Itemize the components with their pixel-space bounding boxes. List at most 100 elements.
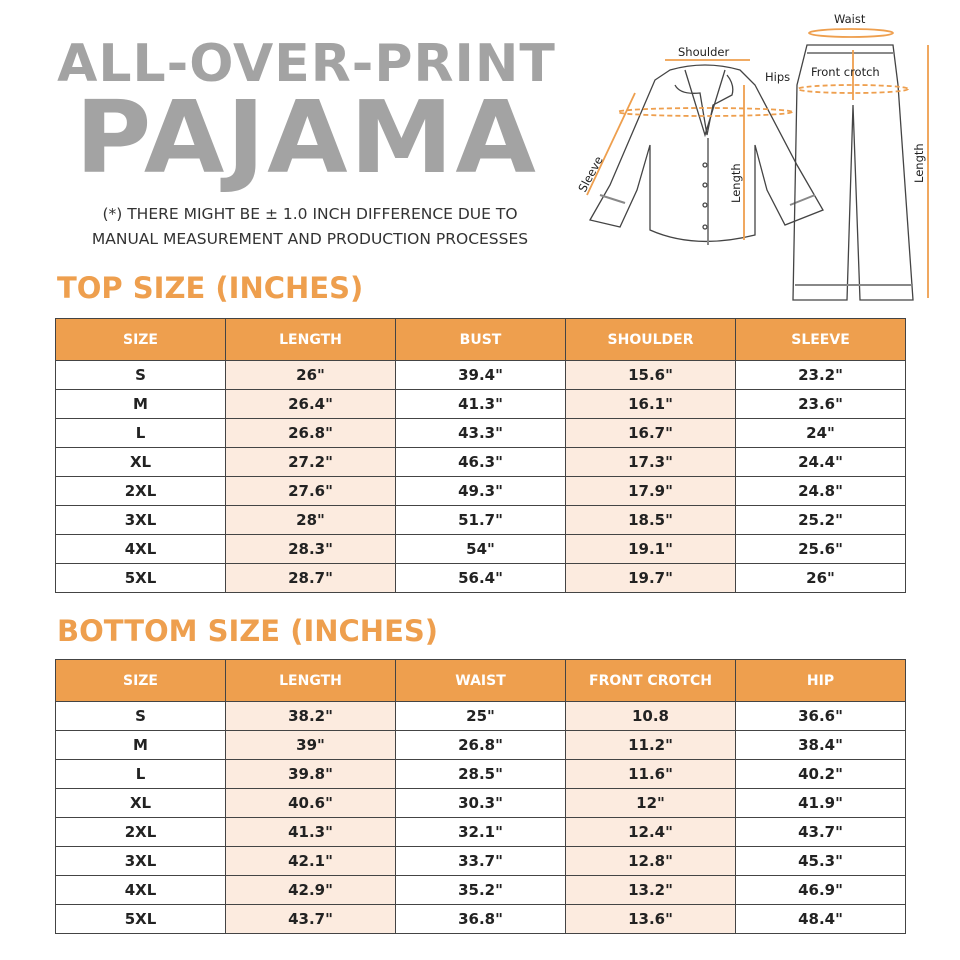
waist-label: Waist: [834, 12, 866, 26]
table-row: 3XL 28" 51.7" 18.5" 25.2": [55, 505, 906, 535]
shirt-drawing: [589, 64, 824, 245]
measurement-cell: 25.2": [735, 505, 906, 535]
measurement-cell: 13.2": [565, 875, 736, 905]
measurement-cell: 15.6": [565, 360, 736, 390]
top-size-title: TOP SIZE (INCHES): [57, 271, 364, 305]
table-row: 3XL 42.1" 33.7" 12.8" 45.3": [55, 846, 906, 876]
size-cell: L: [55, 759, 226, 789]
table-row: L 39.8" 28.5" 11.6" 40.2": [55, 759, 906, 789]
size-cell: M: [55, 389, 226, 419]
measurement-cell: 16.1": [565, 389, 736, 419]
measurement-cell: 43.7": [225, 904, 396, 934]
table-row: L 26.8" 43.3" 16.7" 24": [55, 418, 906, 448]
shoulder-label: Shoulder: [678, 45, 729, 59]
size-cell: 2XL: [55, 817, 226, 847]
measurement-cell: 19.1": [565, 534, 736, 564]
table-header-row: SIZE LENGTH BUST SHOULDER SLEEVE: [55, 318, 906, 361]
measurement-cell: 12": [565, 788, 736, 818]
size-cell: 2XL: [55, 476, 226, 506]
measurement-arrows: [586, 28, 929, 298]
measurement-cell: 26": [735, 563, 906, 593]
measurement-cell: 43.7": [735, 817, 906, 847]
measurement-cell: 13.6": [565, 904, 736, 934]
measurement-cell: 27.2": [225, 447, 396, 477]
column-header: BUST: [395, 318, 566, 361]
measurement-cell: 39": [225, 730, 396, 760]
measurement-cell: 41.9": [735, 788, 906, 818]
bottom-size-title: BOTTOM SIZE (INCHES): [57, 614, 439, 648]
front-crotch-label: Front crotch: [811, 65, 880, 79]
measurement-cell: 17.3": [565, 447, 736, 477]
size-cell: XL: [55, 788, 226, 818]
measurement-cell: 41.3": [225, 817, 396, 847]
measurement-cell: 46.9": [735, 875, 906, 905]
size-cell: XL: [55, 447, 226, 477]
column-header: HIP: [735, 659, 906, 702]
measurement-cell: 28.3": [225, 534, 396, 564]
measurement-cell: 28.7": [225, 563, 396, 593]
measurement-cell: 26": [225, 360, 396, 390]
title-line-2: PAJAMA: [75, 79, 538, 196]
hips-label: Hips: [765, 70, 790, 84]
measurement-cell: 42.1": [225, 846, 396, 876]
measurement-cell: 23.2": [735, 360, 906, 390]
size-cell: L: [55, 418, 226, 448]
measurement-cell: 24.4": [735, 447, 906, 477]
measurement-cell: 56.4": [395, 563, 566, 593]
measurement-cell: 38.4": [735, 730, 906, 760]
size-cell: 4XL: [55, 534, 226, 564]
measurement-cell: 35.2": [395, 875, 566, 905]
measurement-cell: 18.5": [565, 505, 736, 535]
measurement-cell: 36.8": [395, 904, 566, 934]
measurement-cell: 38.2": [225, 701, 396, 731]
table-row: 5XL 43.7" 36.8" 13.6" 48.4": [55, 904, 906, 934]
measurement-cell: 19.7": [565, 563, 736, 593]
waist-arrow: [808, 28, 894, 38]
table-row: M 39" 26.8" 11.2" 38.4": [55, 730, 906, 760]
table-row: 2XL 27.6" 49.3" 17.9" 24.8": [55, 476, 906, 506]
size-cell: S: [55, 701, 226, 731]
measurement-note: (*) THERE MIGHT BE ± 1.0 INCH DIFFERENCE…: [40, 202, 580, 252]
table-row: 4XL 42.9" 35.2" 13.2" 46.9": [55, 875, 906, 905]
bottom-length-label: Length: [912, 143, 926, 183]
table-row: M 26.4" 41.3" 16.1" 23.6": [55, 389, 906, 419]
top-length-label: Length: [729, 163, 743, 203]
measurement-cell: 17.9": [565, 476, 736, 506]
top-size-table: SIZE LENGTH BUST SHOULDER SLEEVE S 26" 39.4" 15.…: [55, 318, 906, 593]
hips-arrow: [797, 84, 909, 94]
measurement-cell: 12.4": [565, 817, 736, 847]
measurement-cell: 26.4": [225, 389, 396, 419]
measurement-cell: 24.8": [735, 476, 906, 506]
size-cell: M: [55, 730, 226, 760]
column-header: SIZE: [55, 318, 226, 361]
size-cell: 3XL: [55, 846, 226, 876]
measurement-cell: 49.3": [395, 476, 566, 506]
measurement-cell: 39.8": [225, 759, 396, 789]
table-header-row: SIZE LENGTH WAIST FRONT CROTCH HIP: [55, 659, 906, 702]
measurement-cell: 40.6": [225, 788, 396, 818]
column-header: SIZE: [55, 659, 226, 702]
column-header: WAIST: [395, 659, 566, 702]
column-header: LENGTH: [225, 659, 396, 702]
sleeve-arrow: [586, 92, 636, 196]
measurement-cell: 10.8: [565, 701, 736, 731]
measurement-cell: 39.4": [395, 360, 566, 390]
column-header: LENGTH: [225, 318, 396, 361]
table-row: S 38.2" 25" 10.8 36.6": [55, 701, 906, 731]
measurement-cell: 41.3": [395, 389, 566, 419]
size-cell: 3XL: [55, 505, 226, 535]
measurement-cell: 46.3": [395, 447, 566, 477]
measurement-cell: 54": [395, 534, 566, 564]
note-line-1: (*) THERE MIGHT BE ± 1.0 INCH DIFFERENCE…: [102, 205, 518, 223]
measurement-cell: 32.1": [395, 817, 566, 847]
measurement-cell: 26.8": [225, 418, 396, 448]
measurement-cell: 26.8": [395, 730, 566, 760]
table-row: 4XL 28.3" 54" 19.1" 25.6": [55, 534, 906, 564]
table-row: 5XL 28.7" 56.4" 19.7" 26": [55, 563, 906, 593]
size-cell: 4XL: [55, 875, 226, 905]
measurement-cell: 11.6": [565, 759, 736, 789]
measurement-cell: 30.3": [395, 788, 566, 818]
measurement-cell: 33.7": [395, 846, 566, 876]
measurement-cell: 36.6": [735, 701, 906, 731]
measurement-cell: 27.6": [225, 476, 396, 506]
